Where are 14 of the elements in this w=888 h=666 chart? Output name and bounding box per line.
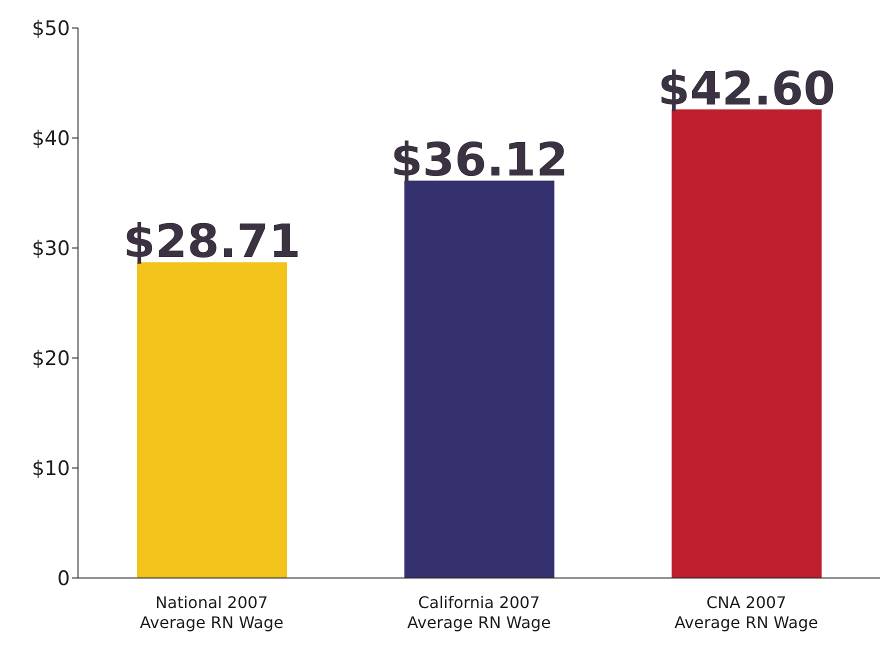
bar bbox=[137, 262, 287, 578]
y-tick-label: $20 bbox=[32, 346, 70, 370]
x-tick-label: National 2007 Average RN Wage bbox=[140, 593, 284, 632]
y-tick-label: $50 bbox=[32, 16, 70, 40]
y-tick-label: 0 bbox=[57, 566, 70, 590]
data-label: $28.71 bbox=[123, 214, 301, 268]
x-tick-label: California 2007 Average RN Wage bbox=[407, 593, 551, 632]
y-tick-label: $30 bbox=[32, 236, 70, 260]
x-tick-label: CNA 2007 Average RN Wage bbox=[674, 593, 818, 632]
y-tick-label: $40 bbox=[32, 126, 70, 150]
data-label: $42.60 bbox=[658, 61, 836, 116]
y-tick-label: $10 bbox=[32, 456, 70, 480]
bar bbox=[404, 180, 554, 578]
data-label: $36.12 bbox=[390, 132, 568, 187]
